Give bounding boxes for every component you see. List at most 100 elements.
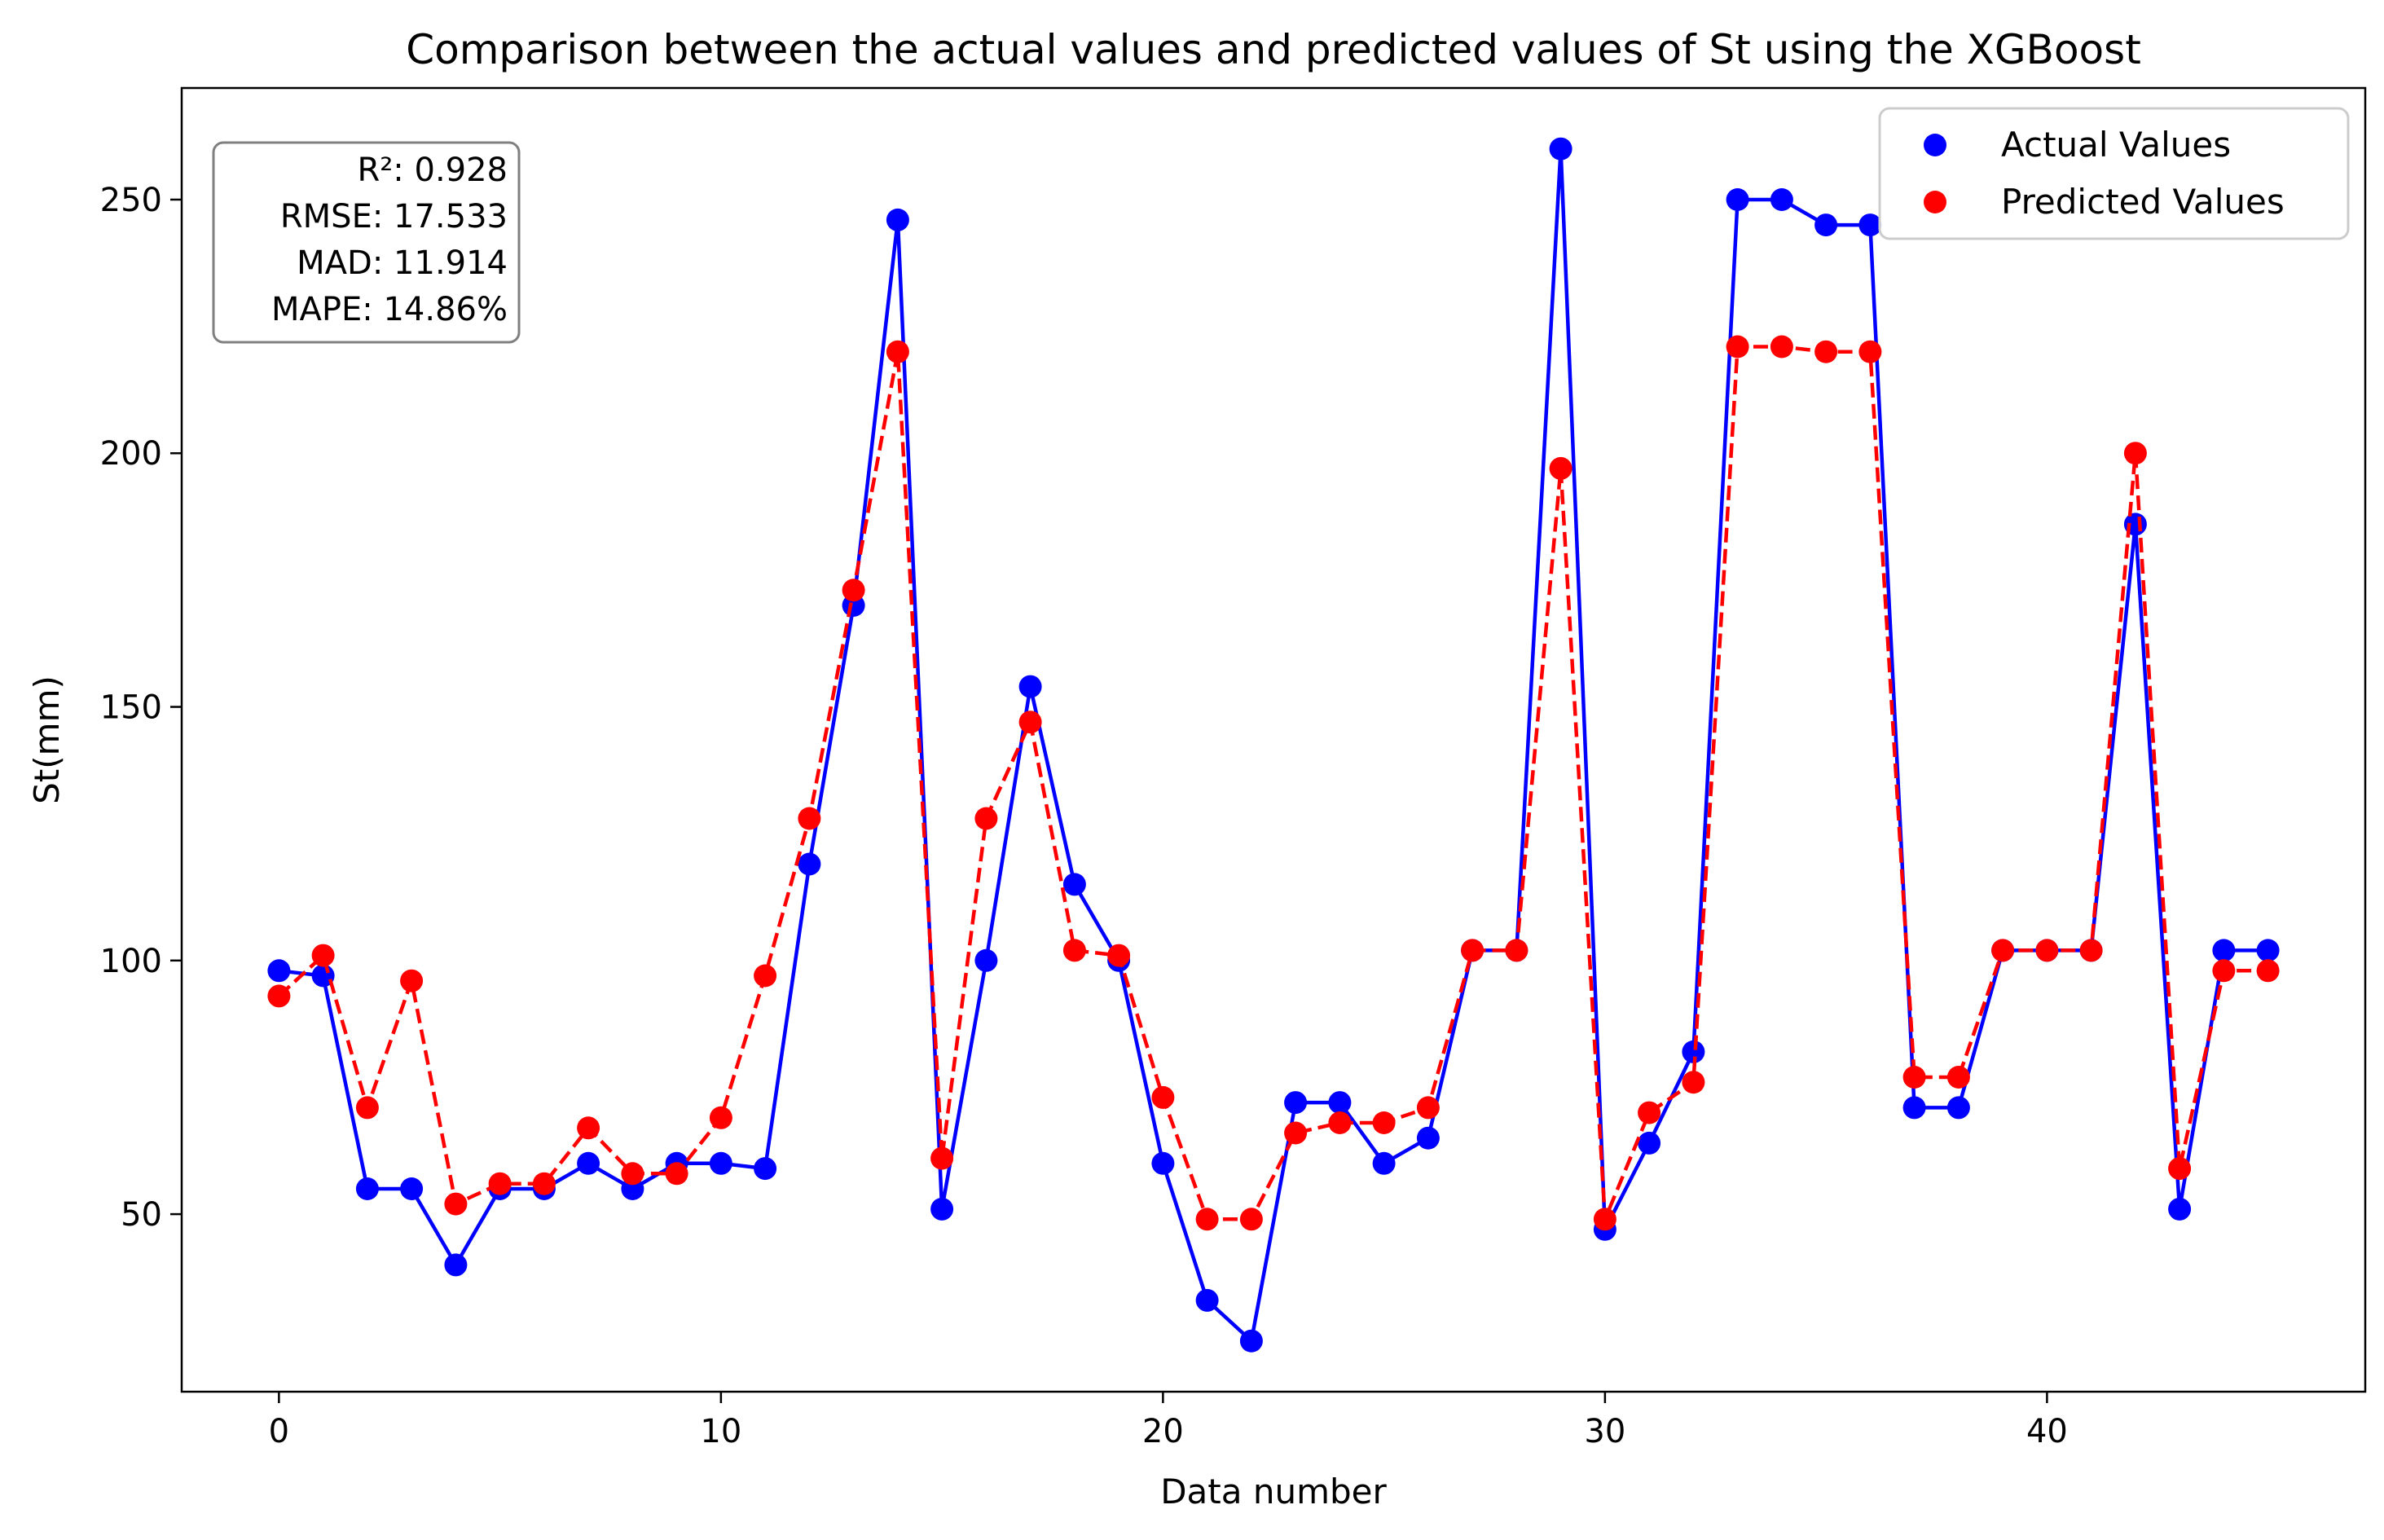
data-point-predicted bbox=[1726, 335, 1749, 359]
data-point-predicted bbox=[1946, 1066, 1970, 1089]
data-point-predicted bbox=[930, 1146, 954, 1170]
data-point-actual bbox=[1858, 213, 1882, 237]
data-point-actual bbox=[1416, 1126, 1440, 1150]
series-predicted bbox=[267, 335, 2280, 1231]
data-point-predicted bbox=[355, 1096, 379, 1120]
data-point-predicted bbox=[1062, 939, 1086, 962]
legend-marker-predicted bbox=[1924, 191, 1946, 213]
data-point-actual bbox=[1328, 1091, 1352, 1115]
data-point-predicted bbox=[754, 964, 777, 988]
y-tick-label: 50 bbox=[121, 1196, 162, 1234]
data-point-actual bbox=[1726, 188, 1749, 211]
data-point-actual bbox=[1682, 1040, 1705, 1063]
data-point-predicted bbox=[974, 807, 998, 830]
data-point-predicted bbox=[2035, 939, 2059, 962]
data-point-predicted bbox=[267, 984, 291, 1008]
data-point-predicted bbox=[886, 340, 909, 363]
metric-rmse: RMSE: 17.533 bbox=[280, 198, 508, 235]
data-point-predicted bbox=[2123, 442, 2147, 465]
metric-mape: MAPE: 14.86% bbox=[271, 291, 508, 328]
data-point-predicted bbox=[532, 1172, 556, 1195]
data-point-actual bbox=[1638, 1131, 1661, 1155]
legend-marker-actual bbox=[1924, 134, 1946, 156]
x-tick-label: 30 bbox=[1584, 1413, 1625, 1450]
data-point-predicted bbox=[842, 579, 865, 602]
legend-label-actual: Actual Values bbox=[2001, 125, 2231, 165]
data-point-predicted bbox=[444, 1192, 468, 1216]
legend: Actual Values Predicted Values bbox=[1878, 107, 2350, 240]
x-axis-label: Data number bbox=[1160, 1472, 1387, 1511]
data-point-actual bbox=[444, 1253, 468, 1277]
data-point-predicted bbox=[1770, 335, 1793, 359]
metrics-box-frame bbox=[212, 141, 521, 344]
data-point-predicted bbox=[665, 1162, 688, 1186]
data-point-actual bbox=[1549, 137, 1572, 161]
data-point-actual bbox=[355, 1177, 379, 1200]
data-point-actual bbox=[798, 852, 821, 876]
data-point-predicted bbox=[1638, 1101, 1661, 1124]
data-point-predicted bbox=[1416, 1096, 1440, 1120]
data-point-actual bbox=[1195, 1288, 1219, 1312]
metric-r2: R²: 0.928 bbox=[357, 152, 508, 189]
data-point-actual bbox=[267, 959, 291, 983]
data-point-predicted bbox=[709, 1106, 732, 1129]
data-point-predicted bbox=[1593, 1208, 1616, 1231]
data-point-predicted bbox=[1902, 1066, 1926, 1089]
data-point-predicted bbox=[577, 1116, 600, 1140]
data-point-actual bbox=[2256, 939, 2280, 962]
data-point-predicted bbox=[488, 1172, 512, 1195]
data-point-predicted bbox=[1195, 1208, 1219, 1231]
metric-mad: MAD: 11.914 bbox=[297, 244, 508, 282]
data-point-predicted bbox=[1549, 456, 1572, 480]
legend-label-predicted: Predicted Values bbox=[2001, 182, 2285, 222]
y-tick-label: 100 bbox=[100, 943, 162, 980]
data-point-predicted bbox=[400, 969, 424, 992]
data-point-actual bbox=[1151, 1151, 1175, 1175]
data-point-predicted bbox=[1284, 1121, 1308, 1145]
data-point-actual bbox=[2212, 939, 2236, 962]
data-point-predicted bbox=[2256, 959, 2280, 983]
y-tick-label: 150 bbox=[100, 689, 162, 727]
data-point-actual bbox=[400, 1177, 424, 1200]
data-point-predicted bbox=[1239, 1208, 1263, 1231]
series-layer bbox=[267, 137, 2280, 1353]
series-line-predicted bbox=[277, 345, 2268, 1221]
chart-title: Comparison between the actual values and… bbox=[406, 26, 2141, 73]
data-point-actual bbox=[1239, 1329, 1263, 1353]
x-tick-label: 10 bbox=[700, 1413, 741, 1450]
data-point-actual bbox=[1814, 213, 1838, 237]
data-point-actual bbox=[886, 208, 909, 231]
data-point-predicted bbox=[1328, 1111, 1352, 1134]
data-point-actual bbox=[1018, 675, 1042, 698]
data-point-predicted bbox=[1018, 711, 1042, 734]
x-axis-ticks: 0 10 20 30 40 bbox=[269, 1392, 2068, 1450]
y-tick-label: 250 bbox=[100, 182, 162, 219]
data-point-predicted bbox=[2079, 939, 2103, 962]
data-point-predicted bbox=[1858, 340, 1882, 363]
legend-frame bbox=[1878, 107, 2350, 240]
data-point-actual bbox=[974, 948, 998, 972]
metrics-box: R²: 0.928 RMSE: 17.533 MAD: 11.914 MAPE:… bbox=[212, 141, 521, 344]
data-point-predicted bbox=[2212, 959, 2236, 983]
data-point-predicted bbox=[1814, 340, 1838, 363]
data-point-actual bbox=[1946, 1096, 1970, 1120]
data-point-predicted bbox=[1505, 939, 1528, 962]
data-point-predicted bbox=[1991, 939, 2015, 962]
data-point-actual bbox=[1284, 1091, 1308, 1115]
data-point-predicted bbox=[311, 944, 335, 967]
data-point-predicted bbox=[1461, 939, 1485, 962]
data-point-predicted bbox=[621, 1162, 644, 1186]
data-point-predicted bbox=[1151, 1085, 1175, 1109]
y-axis-ticks: 50 100 150 200 250 bbox=[100, 182, 182, 1234]
data-point-actual bbox=[2168, 1197, 2192, 1221]
y-tick-label: 200 bbox=[100, 435, 162, 473]
data-point-actual bbox=[754, 1157, 777, 1181]
data-point-actual bbox=[1062, 873, 1086, 896]
x-tick-label: 20 bbox=[1142, 1413, 1184, 1450]
y-axis-label: St(mm) bbox=[27, 675, 67, 804]
data-point-actual bbox=[1770, 188, 1793, 211]
x-tick-label: 40 bbox=[2026, 1413, 2068, 1450]
data-point-predicted bbox=[2168, 1157, 2192, 1181]
data-point-actual bbox=[1902, 1096, 1926, 1120]
